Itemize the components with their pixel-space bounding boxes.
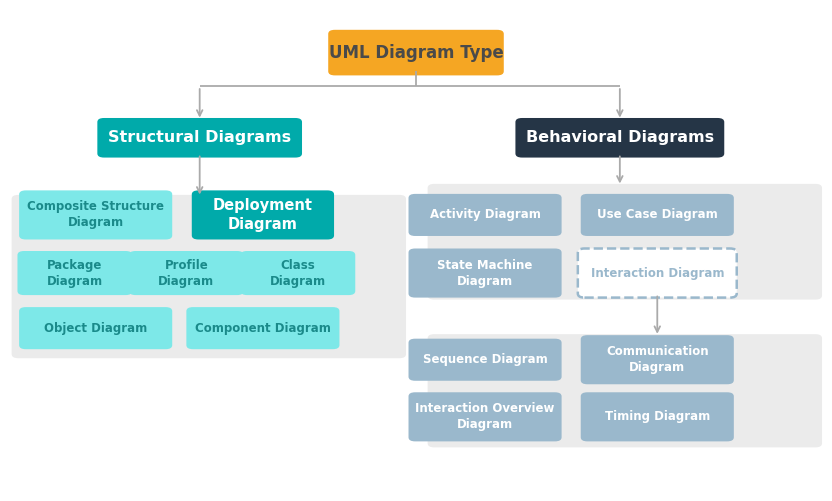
Text: Class
Diagram: Class Diagram — [270, 259, 326, 288]
FancyBboxPatch shape — [409, 392, 562, 441]
Text: Structural Diagrams: Structural Diagrams — [108, 130, 291, 145]
FancyBboxPatch shape — [17, 251, 132, 295]
Text: Object Diagram: Object Diagram — [44, 322, 147, 335]
Text: Deployment
Diagram: Deployment Diagram — [213, 198, 313, 232]
Text: Profile
Diagram: Profile Diagram — [158, 259, 215, 288]
FancyBboxPatch shape — [409, 194, 562, 236]
FancyBboxPatch shape — [186, 307, 339, 349]
Text: Component Diagram: Component Diagram — [195, 322, 331, 335]
FancyBboxPatch shape — [19, 307, 172, 349]
FancyBboxPatch shape — [516, 118, 724, 158]
FancyBboxPatch shape — [428, 334, 822, 447]
Text: Interaction Diagram: Interaction Diagram — [591, 267, 724, 280]
Text: UML Diagram Type: UML Diagram Type — [329, 44, 503, 62]
FancyBboxPatch shape — [191, 190, 334, 239]
FancyBboxPatch shape — [409, 248, 562, 298]
Text: Package
Diagram: Package Diagram — [47, 259, 103, 288]
FancyBboxPatch shape — [19, 190, 172, 239]
FancyBboxPatch shape — [97, 118, 302, 158]
Text: Activity Diagram: Activity Diagram — [429, 208, 541, 221]
Text: Behavioral Diagrams: Behavioral Diagrams — [526, 130, 714, 145]
FancyBboxPatch shape — [428, 184, 822, 300]
FancyBboxPatch shape — [12, 195, 406, 358]
Text: Composite Structure
Diagram: Composite Structure Diagram — [27, 200, 164, 229]
Text: Timing Diagram: Timing Diagram — [605, 410, 710, 423]
FancyBboxPatch shape — [240, 251, 355, 295]
FancyBboxPatch shape — [409, 339, 562, 381]
Text: Use Case Diagram: Use Case Diagram — [597, 208, 718, 221]
FancyBboxPatch shape — [581, 392, 734, 441]
Text: Communication
Diagram: Communication Diagram — [606, 345, 709, 374]
FancyBboxPatch shape — [577, 248, 737, 298]
Text: State Machine
Diagram: State Machine Diagram — [438, 259, 532, 288]
FancyBboxPatch shape — [581, 335, 734, 384]
FancyBboxPatch shape — [129, 251, 244, 295]
Text: Interaction Overview
Diagram: Interaction Overview Diagram — [415, 402, 555, 431]
Text: Sequence Diagram: Sequence Diagram — [423, 353, 547, 366]
FancyBboxPatch shape — [581, 194, 734, 236]
FancyBboxPatch shape — [328, 30, 503, 75]
